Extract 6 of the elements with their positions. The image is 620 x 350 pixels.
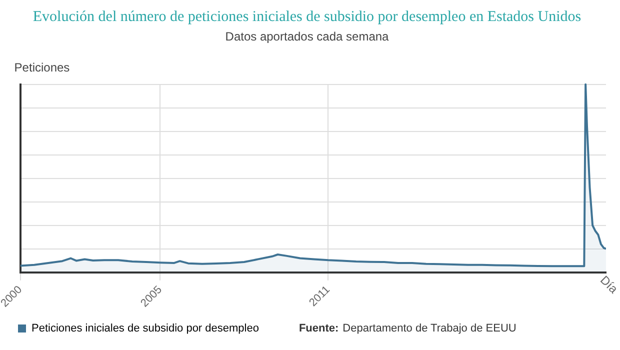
chart-subtitle: Datos aportados cada semana (225, 30, 390, 44)
chart-title: Evolución del número de peticiones iniciales de subsidio por desempleo en Estados Unidos (32, 8, 582, 25)
source-note: Fuente: Departamento de Trabajo de EEUU (298, 322, 516, 335)
legend-label: Peticiones iniciales de subsidio por desempleo (32, 322, 259, 335)
y-axis-title: Peticiones (14, 60, 70, 75)
x-axis-title: Día (598, 272, 620, 296)
